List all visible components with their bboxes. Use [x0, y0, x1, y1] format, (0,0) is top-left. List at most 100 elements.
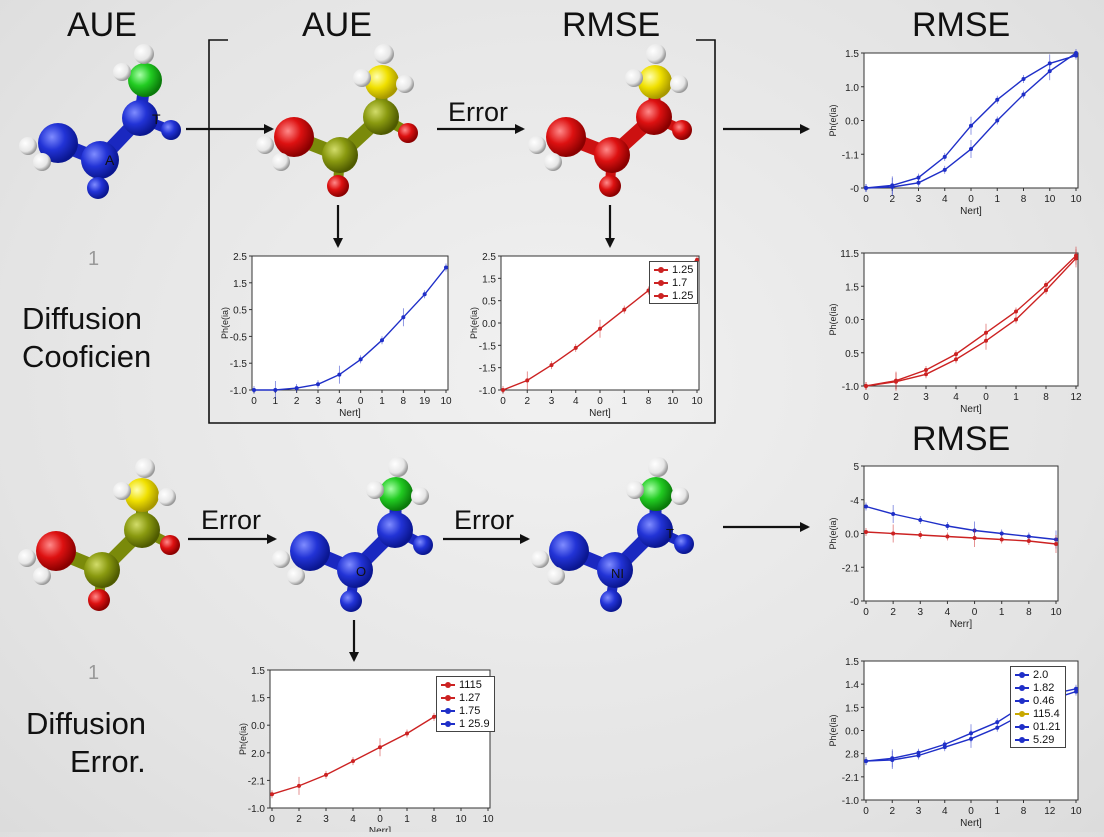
data-point: [270, 792, 274, 797]
x-tick-label: 10: [482, 814, 494, 825]
y-tick-label: -1.1: [842, 150, 860, 161]
y-tick-label: 1.5: [845, 657, 859, 668]
y-tick-label: 1.5: [845, 282, 859, 293]
legend-text: 1.27: [459, 691, 481, 704]
data-point: [995, 720, 1000, 725]
x-axis-label: Nert]: [960, 818, 982, 829]
data-point: [999, 531, 1004, 536]
x-tick-label: 1: [994, 806, 1000, 817]
series-line: [865, 531, 1057, 545]
legend-item: 5.29: [1015, 733, 1061, 746]
header-aue-left: AUE: [67, 6, 137, 44]
molecule-bottom-1: [18, 458, 180, 611]
legend-text: 1 25.9: [459, 717, 490, 730]
y-tick-label: 1.5: [845, 49, 859, 60]
legend-chart-bottom-mid: 1115 1.27 1.75 1 25.9: [436, 676, 495, 732]
x-tick-label: 0: [597, 396, 603, 407]
y-tick-label: -2.1: [842, 563, 860, 574]
x-tick-label: 0: [972, 607, 978, 618]
legend-item: 0.46: [1015, 694, 1061, 707]
y-tick-label: -2.1: [842, 773, 860, 784]
legend-swatch: [441, 720, 455, 727]
y-tick-label: 1.0: [845, 83, 859, 94]
series-line: [865, 505, 1057, 541]
y-tick-label: -1.5: [479, 341, 497, 352]
data-point: [972, 536, 977, 540]
x-tick-label: 1: [994, 194, 1000, 205]
chart-svg: 5 -4 0.0 -2.1 -0 0 2 3 4 0 1 8 10 Nerr] Ph(e(ia): [828, 462, 1062, 630]
legend-item: 1.75: [441, 704, 490, 717]
molecule-top-2: [256, 44, 418, 197]
x-tick-label: 10: [1050, 607, 1062, 618]
x-tick-label: 4: [942, 806, 948, 817]
legend-chart-right-4: 2.0 1.82 0.46 115.4 01.21 5.29: [1010, 666, 1066, 748]
legend-text: 1.25: [672, 263, 694, 276]
chart-right-4: 1.5 1.4 1.5 0.0 2.8 -2.1 -1.0 0 2 3 4 0 1 8 12 10 Nert] P…: [826, 655, 1086, 832]
data-point: [995, 725, 1000, 730]
data-point: [1026, 539, 1031, 543]
data-point: [405, 731, 409, 736]
legend-swatch: [1015, 697, 1029, 704]
data-point: [864, 504, 868, 509]
data-point: [924, 372, 928, 377]
y-tick-label: -0.5: [230, 332, 248, 343]
x-tick-label: 4: [942, 194, 948, 205]
x-tick-label: 1: [1013, 392, 1019, 403]
x-tick-label: 0: [377, 814, 383, 825]
legend-swatch: [1015, 723, 1029, 730]
y-tick-label: 1.5: [233, 279, 247, 290]
data-point: [890, 757, 895, 762]
data-point: [1054, 542, 1058, 546]
legend-swatch: [441, 707, 455, 714]
x-tick-label: 12: [1044, 806, 1056, 817]
y-tick-label: 0.0: [845, 316, 859, 327]
data-point: [1074, 689, 1078, 694]
x-tick-label: 8: [1021, 806, 1027, 817]
data-point: [864, 384, 868, 388]
x-tick-label: 0: [968, 806, 974, 817]
series-line: [865, 255, 1077, 387]
x-tick-label: 3: [916, 806, 922, 817]
data-point: [918, 518, 923, 522]
data-point: [294, 386, 299, 391]
legend-text: 1.7: [672, 276, 688, 289]
x-tick-label: 10: [455, 814, 467, 825]
legend-swatch: [1015, 671, 1029, 678]
molecule-top-1-center-label: A: [105, 152, 115, 168]
data-point: [337, 372, 342, 377]
data-point: [969, 147, 973, 152]
data-point: [1044, 282, 1048, 287]
x-tick-label: 1: [999, 607, 1005, 618]
x-tick-label: 8: [646, 396, 652, 407]
x-tick-label: 1: [404, 814, 410, 825]
data-point: [999, 537, 1004, 542]
x-tick-label: 4: [573, 396, 579, 407]
data-point: [501, 388, 505, 392]
data-point: [894, 379, 898, 384]
y-tick-label: -1.0: [479, 386, 497, 397]
x-tick-label: 8: [1021, 194, 1027, 205]
data-point: [380, 338, 384, 343]
x-tick-label: 0: [500, 396, 506, 407]
y-tick-label: -4: [850, 496, 859, 507]
data-point: [864, 530, 868, 534]
data-point: [916, 180, 921, 185]
x-tick-label: 3: [323, 814, 329, 825]
data-point: [924, 368, 928, 373]
y-tick-label: -1.0: [842, 796, 860, 807]
y-tick-label: 0.0: [845, 117, 859, 128]
data-point: [969, 736, 973, 741]
y-tick-label: 11.5: [840, 249, 859, 260]
legend-swatch: [441, 694, 455, 701]
y-tick-label: 2.0: [251, 749, 265, 760]
data-point: [995, 97, 1000, 102]
x-axis-label: Nerr]: [369, 826, 391, 832]
data-point: [316, 382, 320, 387]
y-tick-label: 0.5: [233, 306, 247, 317]
chart-right-3: 5 -4 0.0 -2.1 -0 0 2 3 4 0 1 8 10 Nerr] Ph(e(ia): [826, 460, 1066, 632]
data-point: [916, 175, 921, 180]
x-tick-label: 8: [401, 396, 407, 407]
x-axis-label: Nert]: [960, 404, 982, 415]
x-tick-label: 8: [1026, 607, 1032, 618]
y-tick-label: 0.0: [482, 319, 496, 330]
